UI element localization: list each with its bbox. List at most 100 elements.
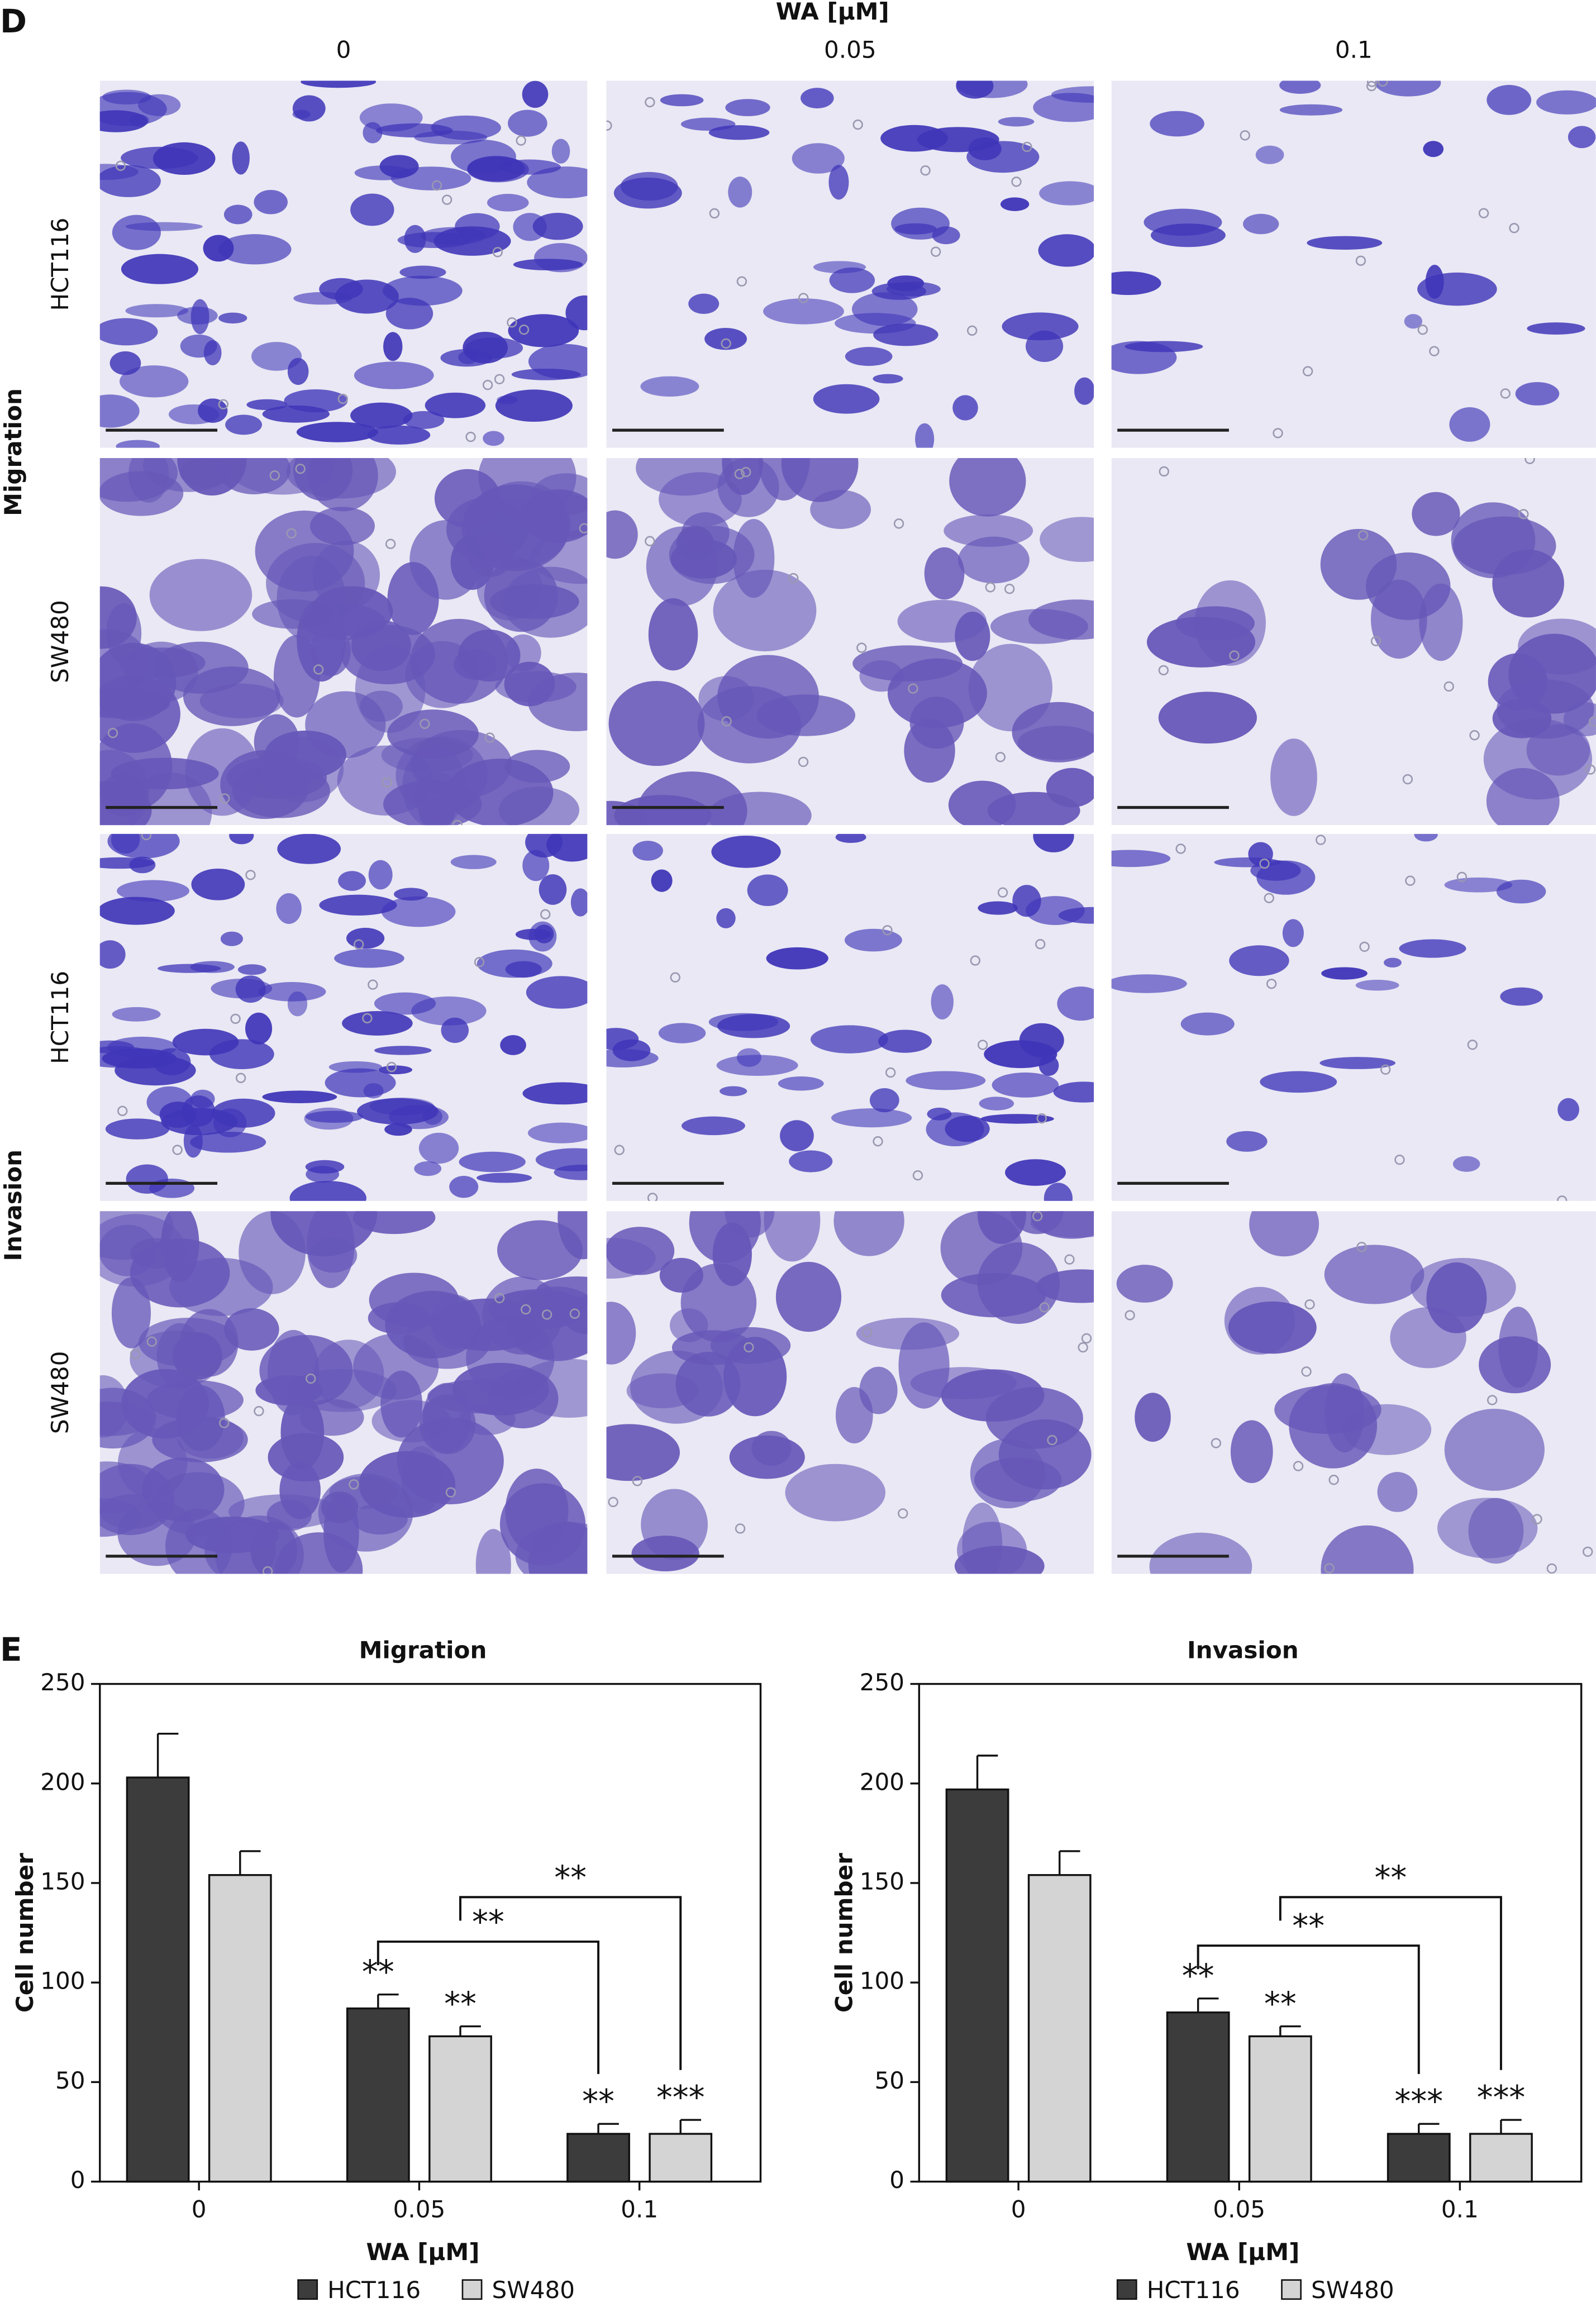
cell bbox=[1449, 407, 1490, 442]
cell bbox=[1040, 517, 1094, 563]
cell bbox=[998, 117, 1035, 127]
cell bbox=[789, 1150, 833, 1172]
pore bbox=[385, 538, 396, 549]
pore bbox=[107, 727, 118, 738]
pore bbox=[1293, 1461, 1304, 1471]
cell bbox=[1319, 1057, 1396, 1069]
cell bbox=[1279, 80, 1321, 94]
cell bbox=[522, 850, 550, 881]
cell bbox=[138, 94, 181, 116]
pore bbox=[1405, 875, 1416, 886]
cell bbox=[487, 194, 529, 212]
cell bbox=[223, 204, 252, 225]
cell bbox=[305, 1110, 364, 1123]
cell bbox=[346, 927, 385, 949]
pore bbox=[1583, 1546, 1593, 1557]
cell bbox=[1194, 580, 1266, 666]
pore bbox=[798, 756, 809, 768]
cell bbox=[729, 1435, 805, 1479]
pore bbox=[709, 208, 720, 219]
pore bbox=[920, 165, 931, 176]
cell bbox=[1377, 1472, 1418, 1512]
cell bbox=[464, 337, 523, 359]
cell bbox=[508, 314, 579, 347]
cell bbox=[220, 931, 244, 946]
cell bbox=[747, 874, 788, 907]
y-tick-label: 150 bbox=[860, 1867, 904, 1895]
cell bbox=[467, 156, 525, 182]
pore bbox=[1039, 1302, 1050, 1313]
pore bbox=[912, 1170, 923, 1181]
cell bbox=[1135, 1393, 1171, 1442]
bracket-label: ** bbox=[472, 1903, 504, 1941]
cell bbox=[1483, 718, 1593, 800]
cell bbox=[381, 896, 456, 927]
pore bbox=[1509, 223, 1519, 233]
bar bbox=[649, 2133, 713, 2183]
cell bbox=[1144, 208, 1222, 236]
pore bbox=[1557, 1195, 1568, 1201]
cell bbox=[1500, 987, 1543, 1006]
cell bbox=[99, 857, 155, 869]
micrograph bbox=[1111, 80, 1596, 448]
cell bbox=[99, 940, 126, 969]
x-tick-label: 0.05 bbox=[393, 2196, 446, 2223]
cell bbox=[1255, 145, 1284, 164]
pore bbox=[1064, 1254, 1075, 1265]
cell bbox=[998, 1419, 1092, 1490]
cell bbox=[111, 1277, 151, 1348]
pore bbox=[898, 1508, 908, 1519]
pore bbox=[382, 777, 393, 788]
cell bbox=[99, 394, 140, 428]
cell bbox=[1492, 549, 1564, 618]
pore bbox=[970, 955, 981, 966]
pore bbox=[645, 536, 655, 546]
pore bbox=[286, 528, 297, 538]
micrograph-background bbox=[606, 833, 1094, 1201]
cell bbox=[319, 894, 397, 916]
cell bbox=[419, 1394, 476, 1455]
cell bbox=[532, 213, 583, 240]
pore bbox=[1487, 1395, 1498, 1405]
cell bbox=[504, 661, 555, 707]
pore bbox=[1356, 1242, 1367, 1252]
cell bbox=[554, 1164, 588, 1180]
micrograph bbox=[99, 1211, 588, 1574]
y-tick-label: 200 bbox=[860, 1768, 904, 1795]
cell bbox=[833, 1211, 904, 1256]
cell bbox=[949, 458, 1026, 517]
cell bbox=[338, 871, 366, 891]
cell bbox=[466, 1316, 555, 1399]
cell bbox=[640, 376, 699, 397]
pore bbox=[579, 523, 588, 533]
bar bbox=[1027, 1874, 1092, 2183]
cell bbox=[1012, 885, 1041, 917]
pore bbox=[1518, 509, 1529, 519]
bar bbox=[945, 1788, 1009, 2183]
micrograph bbox=[99, 833, 588, 1201]
pore bbox=[985, 582, 996, 593]
cell bbox=[681, 1116, 745, 1136]
cell bbox=[363, 1083, 384, 1099]
cell bbox=[505, 961, 542, 978]
x-axis-label: WA [μM] bbox=[1186, 2238, 1299, 2266]
pore bbox=[306, 1373, 316, 1384]
pore bbox=[852, 119, 863, 130]
pore bbox=[521, 1304, 531, 1315]
group-label: Invasion bbox=[0, 1150, 27, 1261]
pore bbox=[354, 939, 364, 950]
pore bbox=[1316, 835, 1326, 845]
cell bbox=[570, 888, 588, 917]
legend-swatch bbox=[1116, 2279, 1137, 2300]
cell bbox=[414, 1161, 442, 1176]
cell bbox=[1452, 1156, 1480, 1172]
cell bbox=[251, 342, 302, 371]
cell bbox=[102, 89, 151, 104]
cell bbox=[620, 171, 678, 201]
cell bbox=[978, 901, 1018, 915]
pore bbox=[997, 887, 1008, 898]
pore bbox=[441, 194, 452, 205]
cell bbox=[924, 547, 965, 600]
cell bbox=[1518, 618, 1596, 675]
